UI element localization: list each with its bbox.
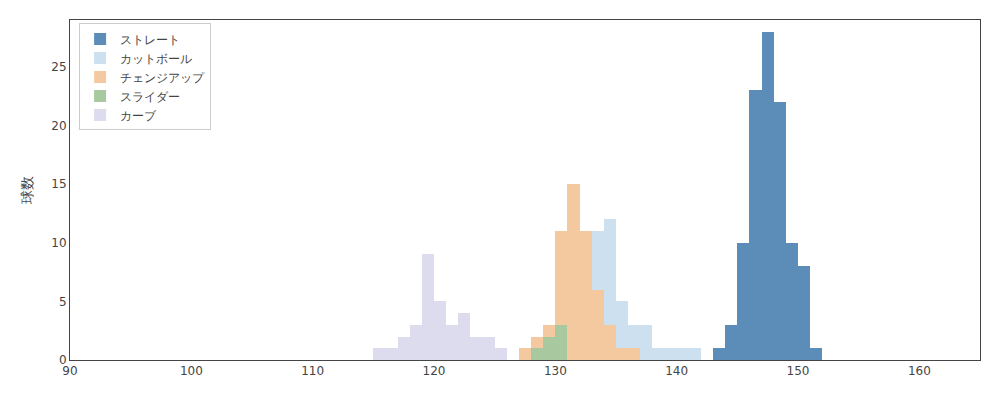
svg-text:球数: 球数 [19, 176, 35, 204]
svg-text:25: 25 [51, 60, 66, 74]
svg-text:カットボール: カットボール [120, 52, 192, 66]
svg-text:10: 10 [51, 236, 66, 250]
svg-text:5: 5 [59, 295, 67, 309]
svg-text:160: 160 [908, 364, 931, 378]
svg-text:110: 110 [301, 364, 324, 378]
svg-text:ストレート: ストレート [120, 33, 180, 47]
svg-text:スライダー: スライダー [120, 90, 180, 104]
svg-text:20: 20 [51, 119, 66, 133]
svg-text:150: 150 [787, 364, 810, 378]
svg-text:120: 120 [423, 364, 446, 378]
svg-text:チェンジアップ: チェンジアップ [120, 71, 205, 85]
svg-text:カーブ: カーブ [120, 109, 157, 123]
svg-text:0: 0 [59, 353, 67, 367]
svg-text:15: 15 [51, 177, 66, 191]
svg-text:100: 100 [180, 364, 203, 378]
svg-text:130: 130 [544, 364, 567, 378]
svg-text:90: 90 [62, 364, 77, 378]
svg-text:140: 140 [665, 364, 688, 378]
